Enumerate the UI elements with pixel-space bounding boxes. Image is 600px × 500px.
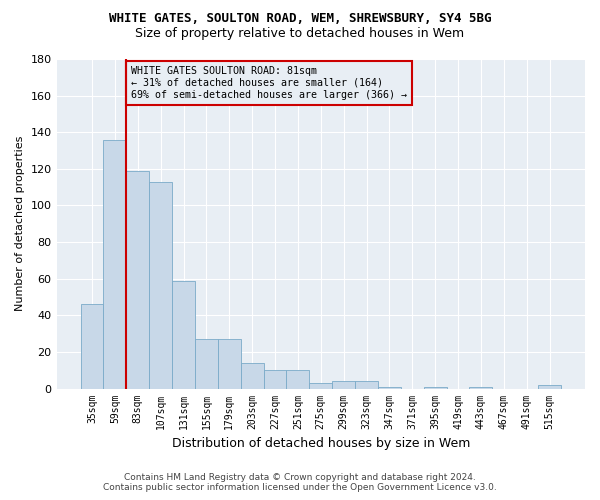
Text: WHITE GATES, SOULTON ROAD, WEM, SHREWSBURY, SY4 5BG: WHITE GATES, SOULTON ROAD, WEM, SHREWSBU… (109, 12, 491, 26)
Bar (172, 280, 195, 388)
X-axis label: Distribution of detached houses by size in Wem: Distribution of detached houses by size … (172, 437, 470, 450)
Bar (310, 383, 332, 388)
Text: Size of property relative to detached houses in Wem: Size of property relative to detached ho… (136, 28, 464, 40)
Bar (355, 381, 378, 388)
Bar (286, 370, 310, 388)
Bar (424, 386, 446, 388)
Bar (149, 182, 172, 388)
Y-axis label: Number of detached properties: Number of detached properties (15, 136, 25, 312)
Bar (378, 386, 401, 388)
Text: WHITE GATES SOULTON ROAD: 81sqm
← 31% of detached houses are smaller (164)
69% o: WHITE GATES SOULTON ROAD: 81sqm ← 31% of… (131, 66, 407, 100)
Bar (195, 339, 218, 388)
Bar (103, 140, 127, 388)
Bar (218, 339, 241, 388)
Bar (263, 370, 286, 388)
Bar (127, 170, 149, 388)
Bar (332, 381, 355, 388)
Text: Contains HM Land Registry data © Crown copyright and database right 2024.
Contai: Contains HM Land Registry data © Crown c… (103, 473, 497, 492)
Bar (241, 363, 263, 388)
Bar (80, 304, 103, 388)
Bar (469, 386, 493, 388)
Bar (538, 385, 561, 388)
